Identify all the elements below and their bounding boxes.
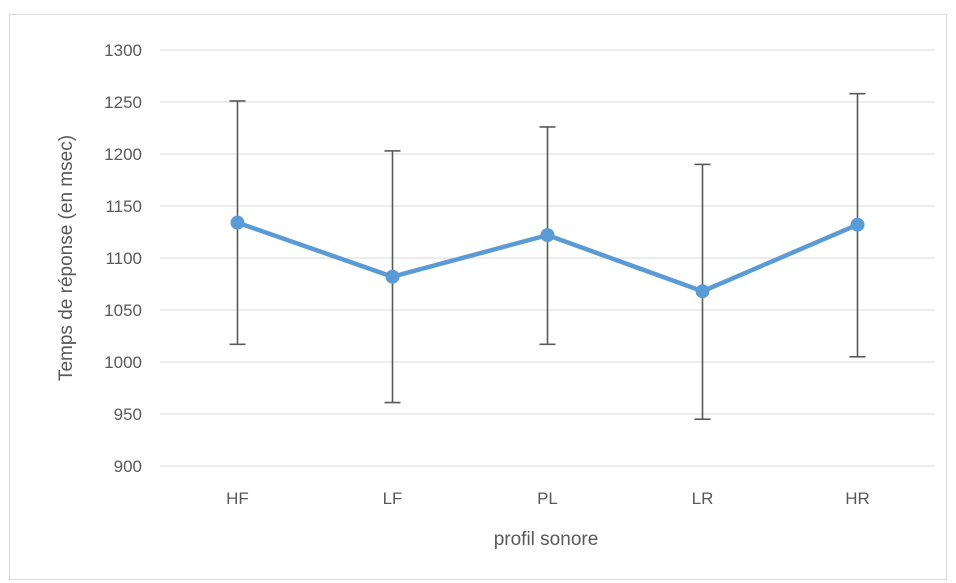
y-tick-label-1050: 1050	[104, 301, 142, 320]
data-point-lr	[695, 284, 710, 299]
y-tick-label-1200: 1200	[104, 145, 142, 164]
error-bars	[229, 92, 866, 421]
y-tick-labels: 900 950 1000 1050 1100 1150 1200 1250 1300	[104, 41, 142, 476]
y-tick-label-950: 950	[114, 405, 142, 424]
data-point-lf	[385, 269, 400, 284]
x-tick-label-hf: HF	[226, 489, 249, 508]
y-tick-label-1250: 1250	[104, 93, 142, 112]
y-tick-label-900: 900	[114, 457, 142, 476]
data-points	[230, 215, 865, 299]
y-tick-label-1000: 1000	[104, 353, 142, 372]
chart-frame	[9, 14, 947, 580]
x-axis-title: profil sonore	[494, 529, 599, 550]
y-tick-label-1150: 1150	[105, 197, 142, 216]
data-point-hf	[230, 215, 245, 230]
y-axis-title: Temps de réponse (en msec)	[56, 135, 77, 381]
y-tick-label-1100: 1100	[105, 249, 142, 268]
x-tick-label-hr: HR	[845, 489, 870, 508]
y-tick-label-1300: 1300	[104, 41, 142, 60]
x-tick-label-pl: PL	[537, 489, 558, 508]
x-tick-labels: HF LF PL LR HR	[226, 489, 870, 508]
x-tick-label-lr: LR	[692, 489, 714, 508]
data-point-hr	[850, 217, 865, 232]
data-point-pl	[540, 228, 555, 243]
x-tick-label-lf: LF	[383, 489, 403, 508]
